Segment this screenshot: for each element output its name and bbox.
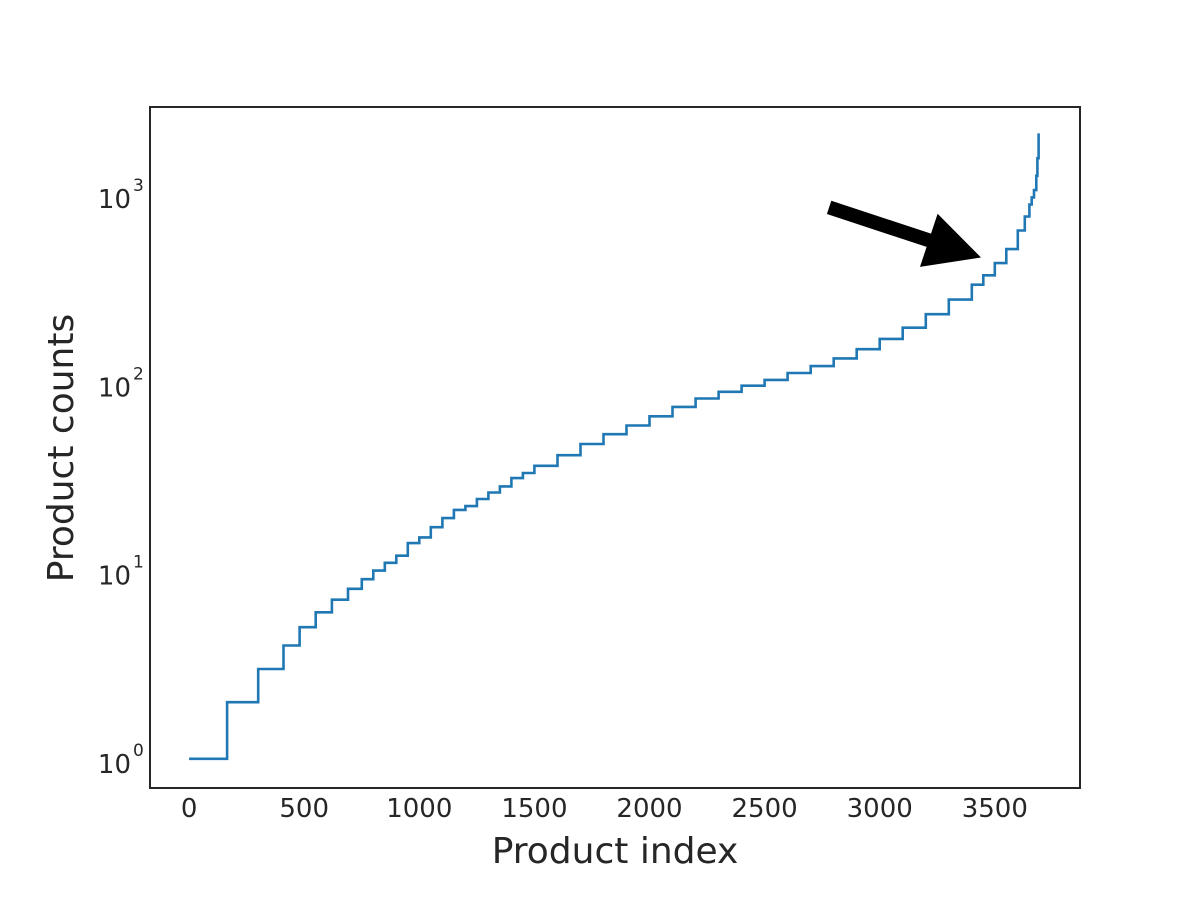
plot-frame [149,106,1081,789]
annotation-arrow-0 [826,200,981,267]
x-tick-label: 500 [279,794,329,824]
y-tick-exponent: 3 [133,176,144,196]
y-tick-exponent: 1 [133,553,144,573]
x-tick-label: 2000 [616,794,682,824]
y-tick-label: 10 [98,562,131,592]
y-axis-title: Product counts [41,314,82,582]
x-axis-title: Product index [492,831,739,872]
y-tick-exponent: 2 [133,364,144,384]
y-tick-exponent: 0 [133,741,144,761]
x-tick-label: 0 [181,794,198,824]
x-tick-label: 2500 [732,794,798,824]
x-tick-label: 3000 [847,794,913,824]
y-tick-label: 10 [98,750,131,780]
series-line-0 [189,133,1040,761]
y-tick-label: 10 [98,185,131,215]
y-tick-label: 10 [98,373,131,403]
x-tick-label: 3500 [962,794,1028,824]
x-tick-label: 1500 [501,794,567,824]
x-tick-label: 1000 [386,794,452,824]
